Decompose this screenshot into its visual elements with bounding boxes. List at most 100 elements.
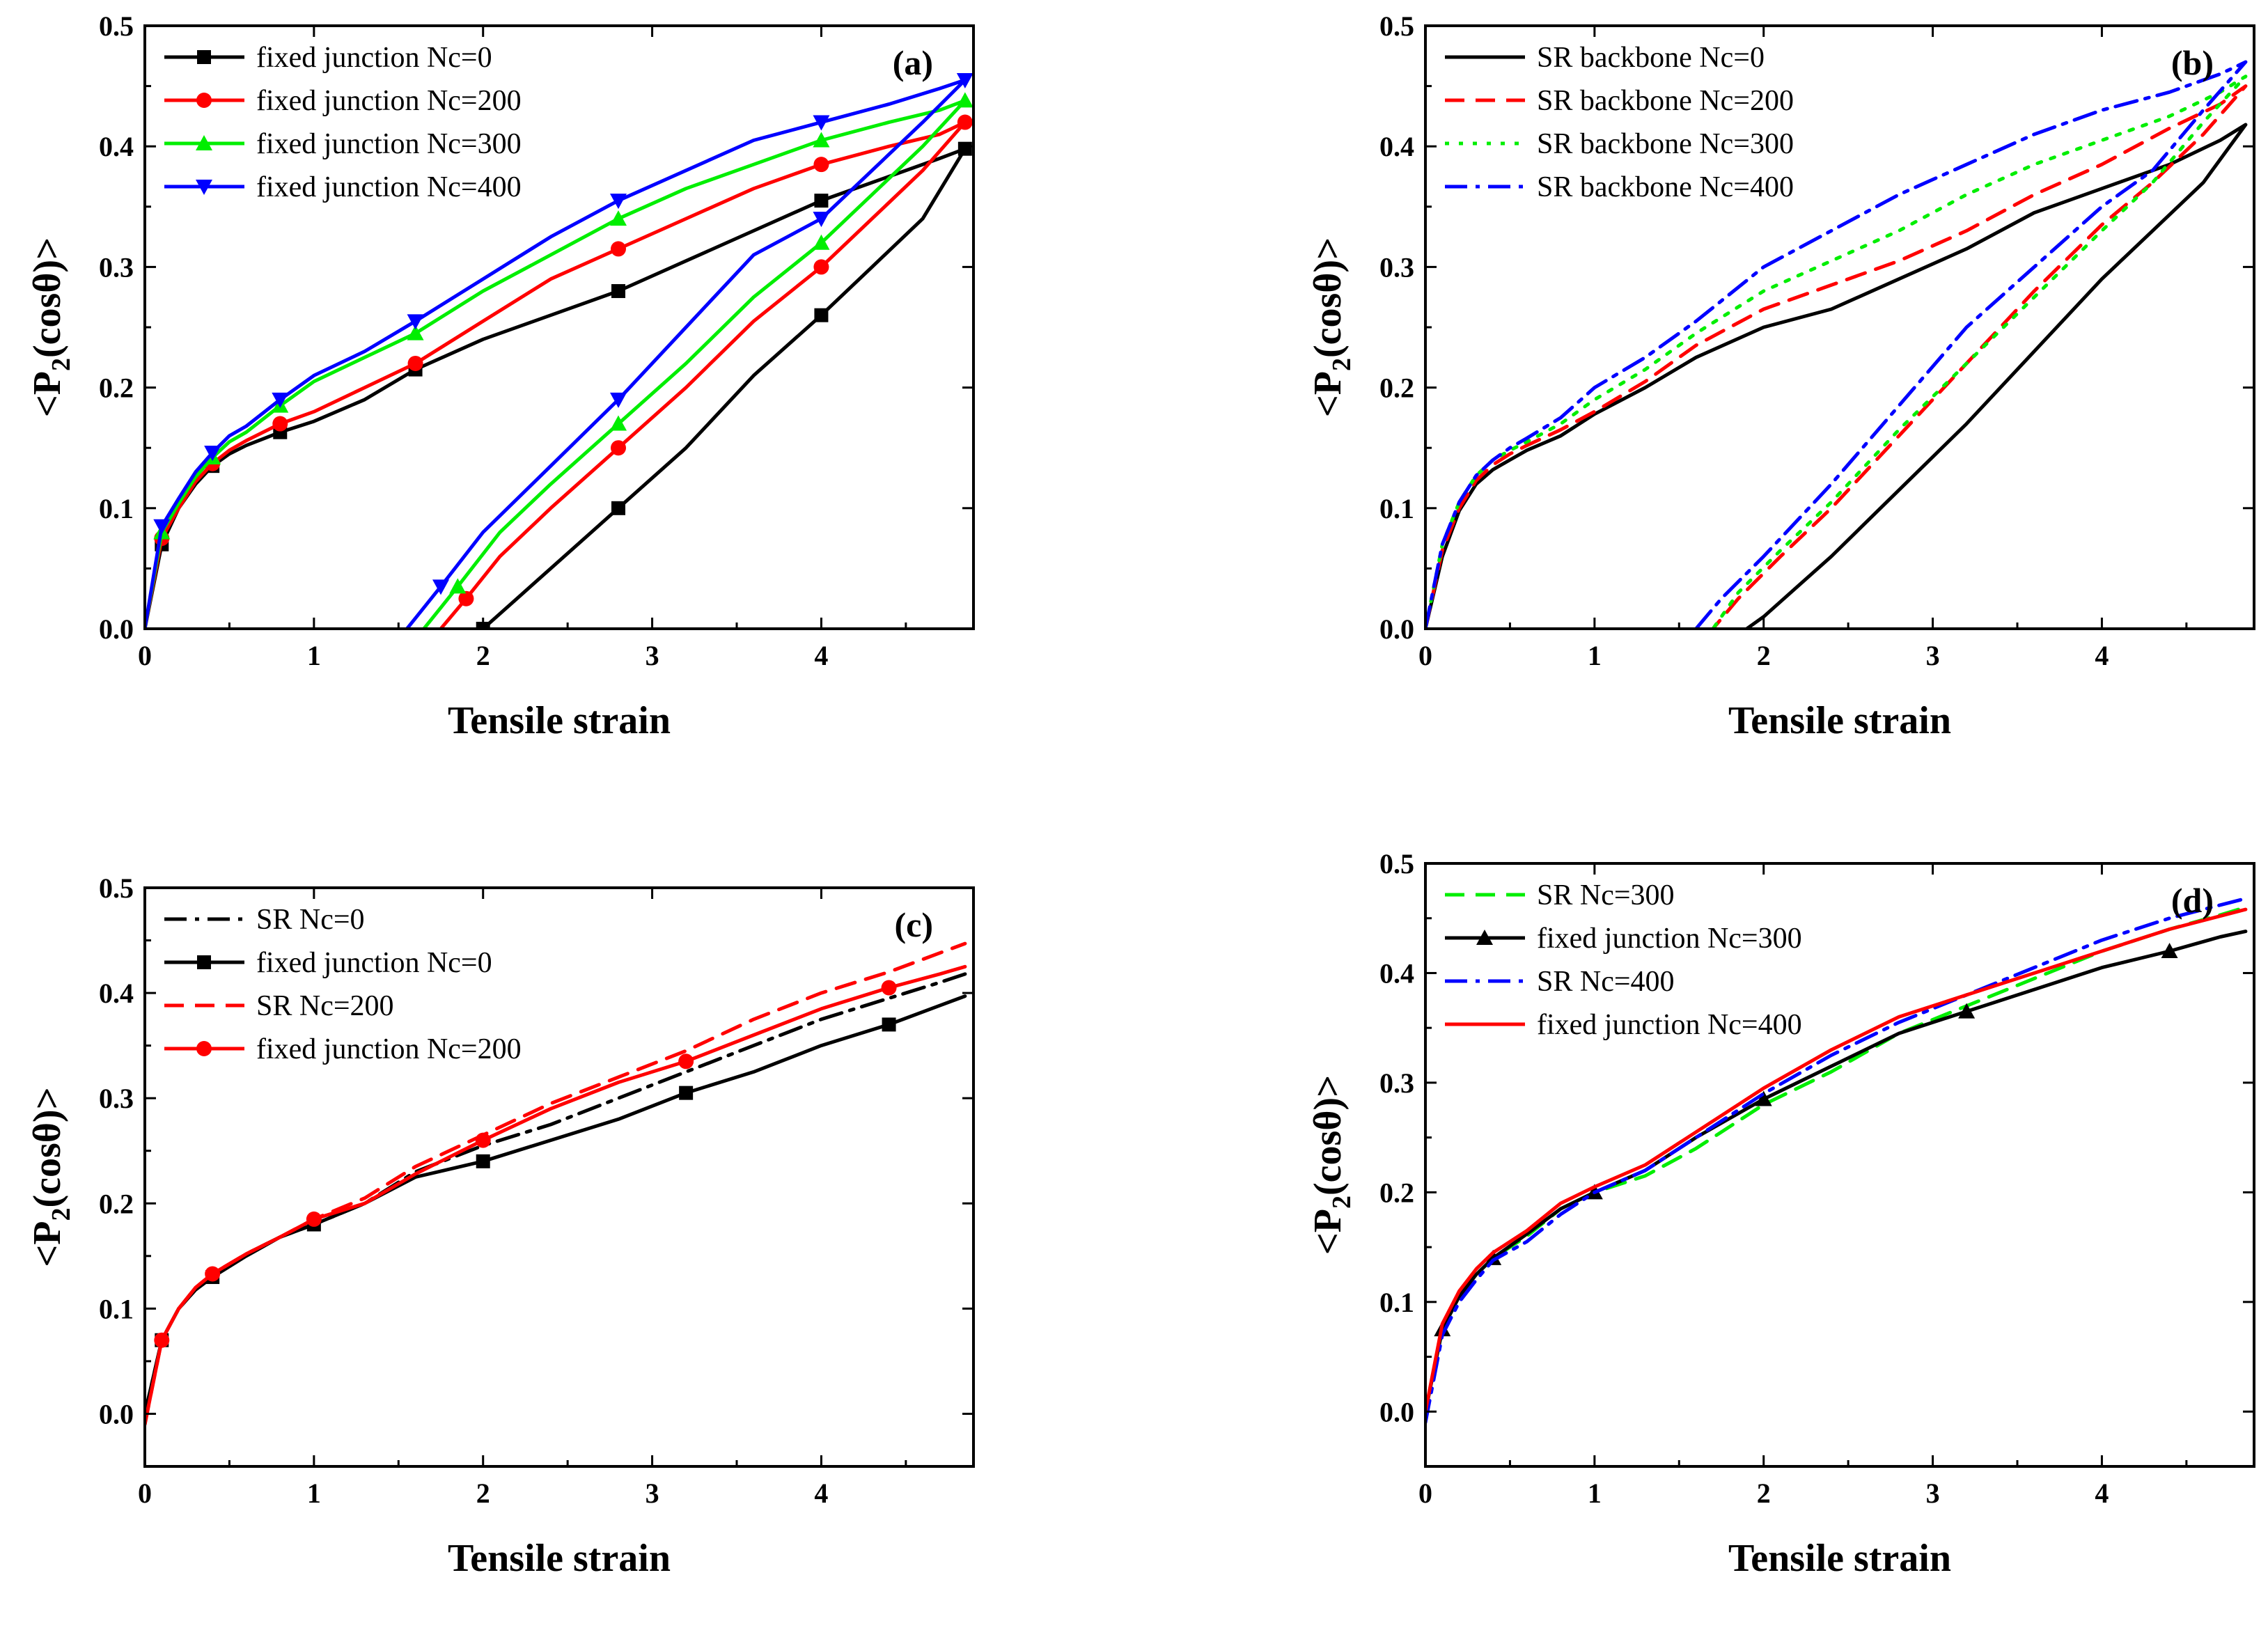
y-tick-label: 0.2 (99, 373, 134, 404)
x-axis-label: Tensile strain (1728, 699, 1951, 742)
x-axis-label: Tensile strain (448, 1537, 671, 1580)
y-tick-label: 0.1 (1379, 1287, 1414, 1318)
marker-triangle-down (196, 180, 212, 195)
marker-triangle-down (204, 446, 221, 462)
legend: fixed junction Nc=0 fixed junction Nc=200… (164, 42, 522, 203)
series-d-3 (1425, 907, 2248, 1413)
panel-label: (b) (2171, 43, 2214, 82)
series-line (145, 147, 967, 629)
x-tick-label: 0 (138, 640, 152, 671)
panel-label: (d) (2171, 881, 2214, 920)
series-line (1425, 896, 2248, 1425)
legend-entry: SR Nc=200 (256, 990, 394, 1022)
legend: SR Nc=0 fixed junction Nc=0 SR Nc=200 fixed… (164, 904, 522, 1065)
series-line (1425, 75, 2248, 629)
y-tick-label: 0.4 (99, 978, 134, 1009)
marker-triangle-up (813, 234, 830, 250)
marker-triangle-down (610, 194, 627, 210)
marker-square (197, 955, 211, 969)
series-b-0 (1425, 123, 2248, 629)
x-tick-label: 4 (2095, 1478, 2109, 1509)
marker-triangle-up (196, 135, 212, 150)
y-tick-label: 0.0 (1379, 1396, 1414, 1427)
x-tick-label: 0 (1418, 640, 1432, 671)
panel-d: 0 1 2 3 4 0.0 0.1 0.2 0.3 0.4 0.5 Tensile strain <P2… (1306, 848, 2255, 1580)
y-axis-label: <P2(cosθ)> (26, 237, 76, 417)
panel-label: (c) (895, 905, 934, 944)
marker-circle (813, 157, 829, 173)
panel-b: 0 1 2 3 4 0.0 0.1 0.2 0.3 0.4 0.5 Tensile strain <P2… (1306, 10, 2255, 742)
y-tick-label: 0.1 (1379, 493, 1414, 524)
marker-circle (154, 1332, 170, 1348)
marker-triangle-up (1485, 1249, 1502, 1265)
marker-triangle-up (2161, 942, 2178, 958)
x-tick-label: 0 (1418, 1478, 1432, 1509)
legend: SR backbone Nc=0 SR backbone Nc=200 SR bac… (1445, 42, 1794, 203)
legend-entry: fixed junction Nc=400 (1537, 1009, 1802, 1041)
series-c-3 (145, 964, 967, 1427)
x-tick-label: 2 (476, 640, 490, 671)
y-tick-label: 0.4 (1379, 131, 1414, 162)
y-tick-label: 0.5 (99, 872, 134, 904)
legend-entry: SR Nc=400 (1537, 966, 1675, 998)
plot-frame (1424, 862, 2255, 1468)
y-tick-label: 0.5 (99, 10, 134, 42)
marker-triangle-down (610, 392, 627, 408)
marker-triangle-down (272, 392, 289, 408)
series-line (1425, 930, 2248, 1413)
y-tick-label: 0.0 (99, 613, 134, 645)
marker-circle (306, 1211, 322, 1227)
x-tick-label: 1 (1588, 640, 1602, 671)
x-tick-label: 1 (307, 1478, 321, 1509)
marker-triangle-down (432, 579, 449, 595)
x-tick-label: 4 (2095, 640, 2109, 671)
marker-circle (957, 114, 973, 130)
marker-circle (196, 93, 212, 108)
y-tick-label: 0.3 (1379, 1067, 1414, 1099)
marker-triangle-up (407, 324, 424, 340)
marker-circle (272, 416, 288, 432)
series-c-2 (145, 941, 967, 1427)
y-tick-label: 0.0 (99, 1398, 134, 1430)
legend-entry: fixed junction Nc=300 (1537, 923, 1802, 955)
marker-square (957, 141, 972, 156)
marker-circle (611, 440, 626, 456)
legend-entry: fixed junction Nc=0 (256, 947, 492, 979)
y-tick-label: 0.5 (1379, 848, 1414, 879)
legend-entry: SR Nc=300 (1537, 879, 1675, 911)
series-line (1425, 907, 2248, 1413)
series-d-1 (1425, 930, 2248, 1413)
panel-label: (a) (893, 43, 933, 82)
x-tick-label: 2 (1757, 640, 1771, 671)
y-tick-label: 0.0 (1379, 613, 1414, 645)
y-tick-label: 0.2 (1379, 373, 1414, 404)
series-b-3 (1425, 60, 2248, 629)
y-tick-label: 0.2 (99, 1188, 134, 1219)
panel-a: 0 1 2 3 4 0.0 0.1 0.2 0.3 0.4 0.5 Tensile strain <P2… (26, 10, 975, 742)
legend: SR Nc=300 fixed junction Nc=300 SR Nc=400 f… (1445, 879, 1802, 1041)
marker-triangle-down (813, 212, 830, 228)
legend-entry: fixed junction Nc=200 (256, 1033, 522, 1065)
marker-triangle-up (449, 578, 467, 594)
series-line (1425, 84, 2248, 629)
series-line (1425, 60, 2248, 629)
series-line (145, 78, 967, 629)
legend-entry: SR backbone Nc=400 (1537, 171, 1794, 203)
marker-triangle-up (1476, 930, 1493, 945)
marker-triangle-up (813, 132, 830, 148)
marker-circle (813, 259, 829, 275)
marker-circle (407, 355, 423, 371)
series-line (1425, 123, 2248, 629)
marker-circle (475, 1132, 491, 1148)
marker-triangle-down (153, 519, 171, 535)
marker-triangle-up (610, 210, 627, 226)
x-tick-label: 3 (646, 1478, 659, 1509)
y-tick-label: 0.3 (99, 1083, 134, 1114)
marker-square (679, 1086, 694, 1100)
x-tick-label: 3 (646, 640, 659, 671)
plot-frame (143, 886, 975, 1468)
x-tick-label: 1 (307, 640, 321, 671)
marker-circle (458, 590, 474, 606)
x-tick-label: 1 (1588, 1478, 1602, 1509)
